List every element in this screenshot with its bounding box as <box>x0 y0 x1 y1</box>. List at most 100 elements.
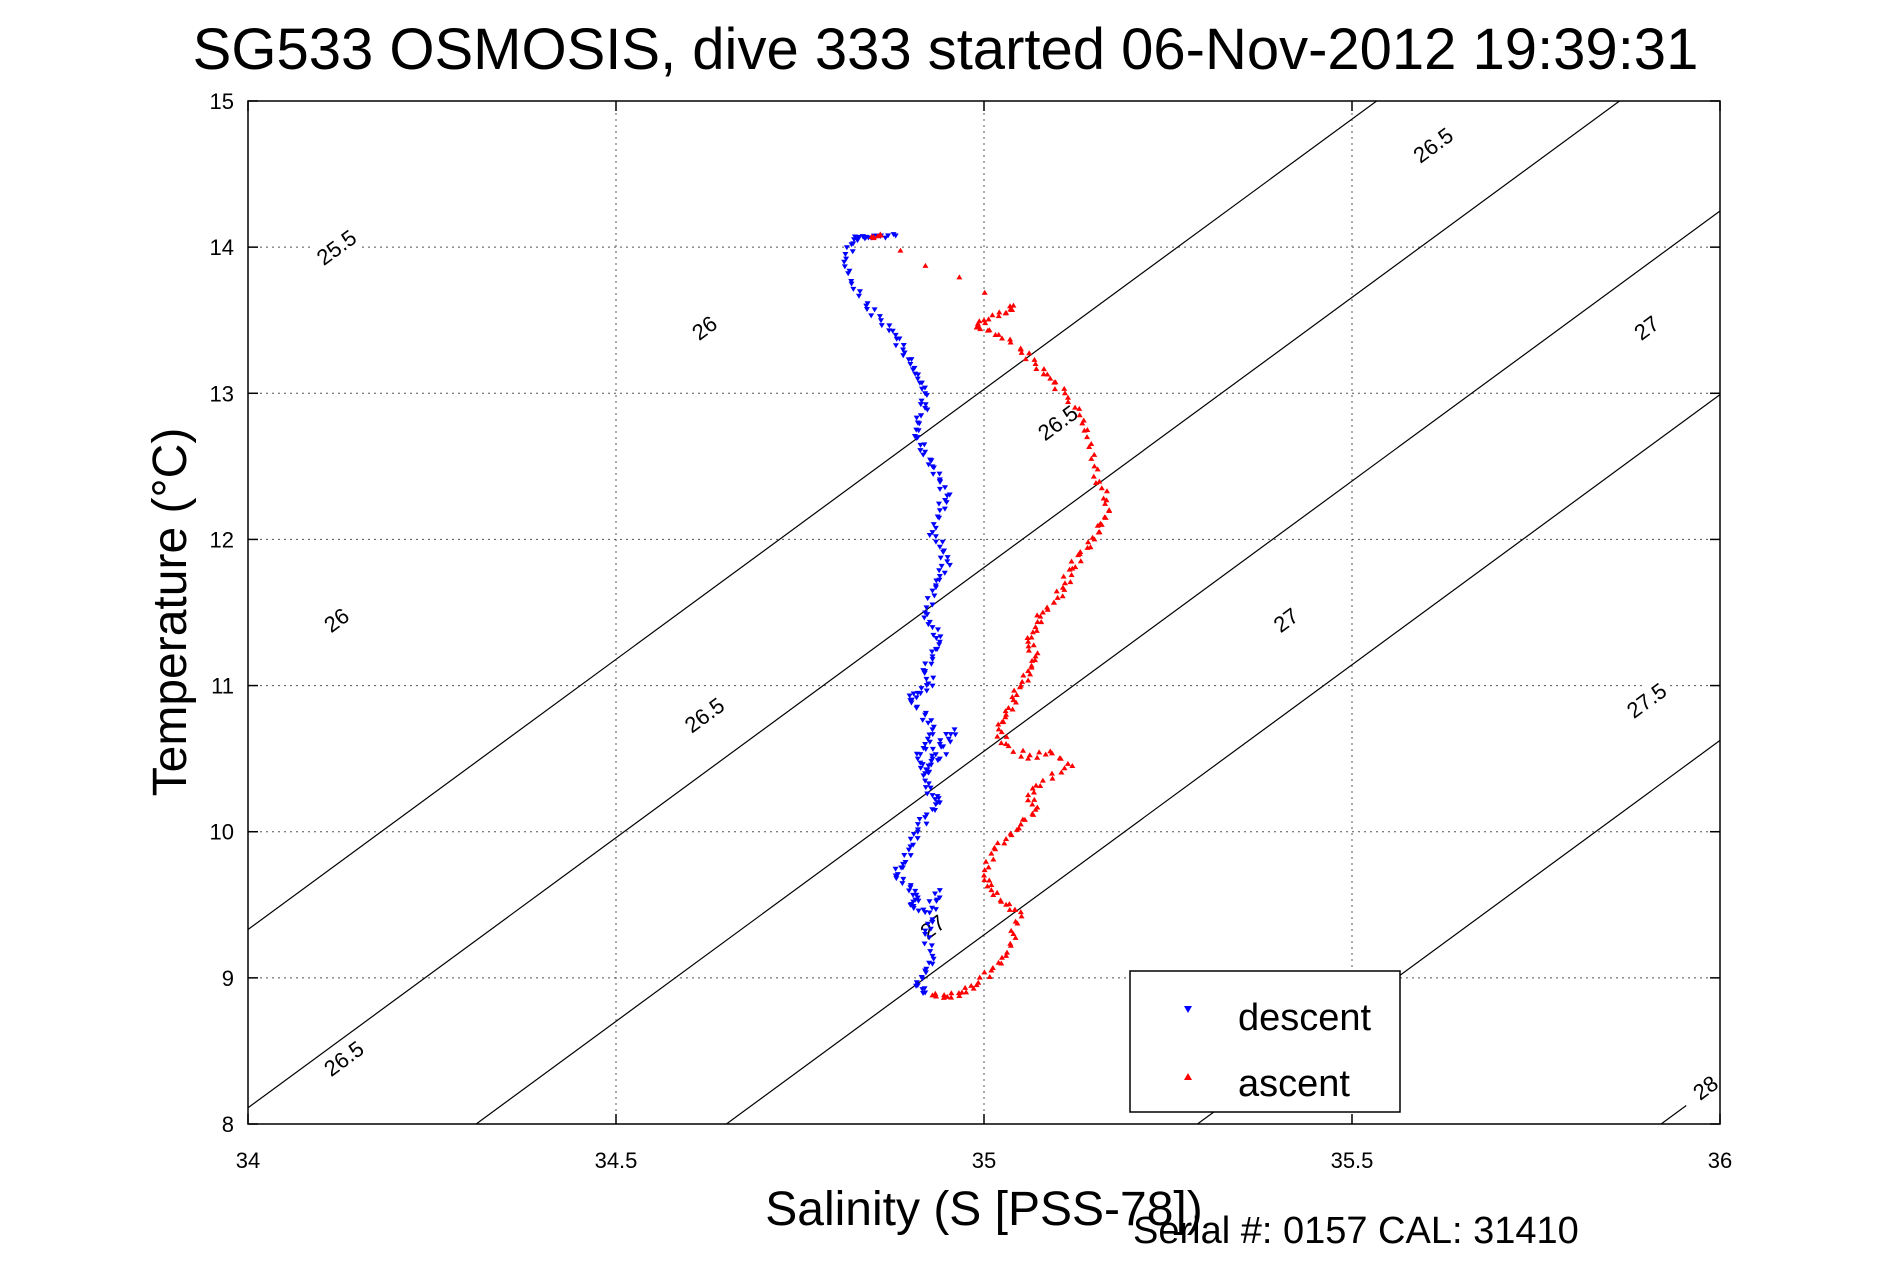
descent-point <box>922 712 929 718</box>
ascent-point <box>922 262 929 268</box>
descent-point <box>919 976 926 982</box>
ascent-point <box>1020 672 1027 678</box>
descent-point <box>936 742 943 748</box>
descent-point <box>935 501 942 507</box>
descent-point <box>910 691 917 697</box>
descent-point <box>929 807 936 813</box>
descent-point <box>922 928 929 934</box>
descent-point <box>932 802 939 808</box>
descent-point <box>909 367 916 373</box>
descent-point <box>926 910 933 916</box>
ascent-point <box>1033 627 1040 633</box>
ascent-point <box>1034 754 1041 760</box>
ascent-point <box>929 992 936 998</box>
ascent-point <box>976 974 983 980</box>
descent-point <box>919 386 926 392</box>
ascent-point <box>970 985 977 991</box>
ascent-point <box>974 320 981 326</box>
descent-point <box>929 530 936 536</box>
ascent-point <box>1031 356 1038 362</box>
descent-point <box>914 376 921 382</box>
descent-point <box>907 885 914 891</box>
descent-point <box>922 742 929 748</box>
descent-series <box>841 232 959 996</box>
descent-point <box>922 910 929 916</box>
ascent-point <box>1005 743 1012 749</box>
ascent-point <box>986 877 993 883</box>
descent-point <box>936 486 943 492</box>
descent-point <box>917 413 924 419</box>
descent-point <box>868 313 875 319</box>
ascent-point <box>1061 385 1068 391</box>
descent-point <box>855 293 862 299</box>
ascent-point <box>1011 906 1018 912</box>
ascent-point <box>1017 346 1024 352</box>
ascent-point <box>1027 671 1034 677</box>
serial-cal-footer: Serial #: 0157 CAL: 31410 <box>1133 1210 1579 1252</box>
ascent-point <box>1069 762 1076 768</box>
ascent-point <box>1003 952 1010 958</box>
descent-point <box>926 739 933 745</box>
ascent-point <box>1003 309 1010 315</box>
ascent-point <box>1025 797 1032 803</box>
descent-point <box>892 866 899 872</box>
ascent-point <box>1076 412 1083 418</box>
ascent-point <box>948 990 955 996</box>
ascent-point <box>973 982 980 988</box>
ascent-point <box>982 858 989 864</box>
descent-point <box>937 738 944 744</box>
descent-point <box>923 683 930 689</box>
density-contour-line <box>475 210 1720 1124</box>
descent-point <box>928 718 935 724</box>
descent-point <box>929 649 936 655</box>
density-contours <box>248 101 1720 1124</box>
descent-point <box>925 462 932 468</box>
ascent-point <box>990 856 997 862</box>
ascent-point <box>1033 782 1040 788</box>
y-axis-label: Temperature (°C) <box>144 428 197 797</box>
descent-point <box>929 625 936 631</box>
ascent-point <box>1029 801 1036 807</box>
legend-box <box>1129 970 1401 1113</box>
descent-point <box>922 661 929 667</box>
descent-point <box>855 234 862 240</box>
ascent-point <box>1007 336 1014 342</box>
descent-point <box>920 452 927 458</box>
ascent-point <box>870 233 877 239</box>
ascent-point <box>984 883 991 889</box>
descent-point <box>901 350 908 356</box>
x-axis-label: Salinity (S [PSS-78]) <box>765 1183 1202 1236</box>
ascent-point <box>995 313 1002 319</box>
descent-point <box>932 797 939 803</box>
ascent-point <box>956 274 963 280</box>
descent-point <box>919 987 926 993</box>
descent-point <box>923 605 930 611</box>
y-tick-label: 8 <box>222 1112 234 1137</box>
descent-point <box>945 736 952 742</box>
descent-point <box>848 278 855 284</box>
descent-point <box>922 402 929 408</box>
descent-point <box>923 688 930 694</box>
descent-point <box>929 732 936 738</box>
ascent-point <box>1009 706 1016 712</box>
ascent-point <box>1100 495 1107 501</box>
descent-point <box>929 917 936 923</box>
ascent-point <box>1066 566 1073 572</box>
ascent-point <box>1094 466 1101 472</box>
ascent-point <box>1014 920 1021 926</box>
ascent-point <box>1039 609 1046 615</box>
ascent-point <box>998 954 1005 960</box>
ascent-point <box>963 989 970 995</box>
descent-point <box>937 479 944 485</box>
descent-point <box>929 793 936 799</box>
ascent-point <box>1026 350 1033 356</box>
ascent-point <box>986 974 993 980</box>
descent-point <box>932 907 939 913</box>
descent-point <box>914 836 921 842</box>
descent-point <box>907 362 914 368</box>
ascent-point <box>897 247 904 253</box>
ascent-point <box>985 864 992 870</box>
descent-point <box>912 888 919 894</box>
ascent-point <box>1091 463 1098 469</box>
descent-point <box>924 407 931 413</box>
